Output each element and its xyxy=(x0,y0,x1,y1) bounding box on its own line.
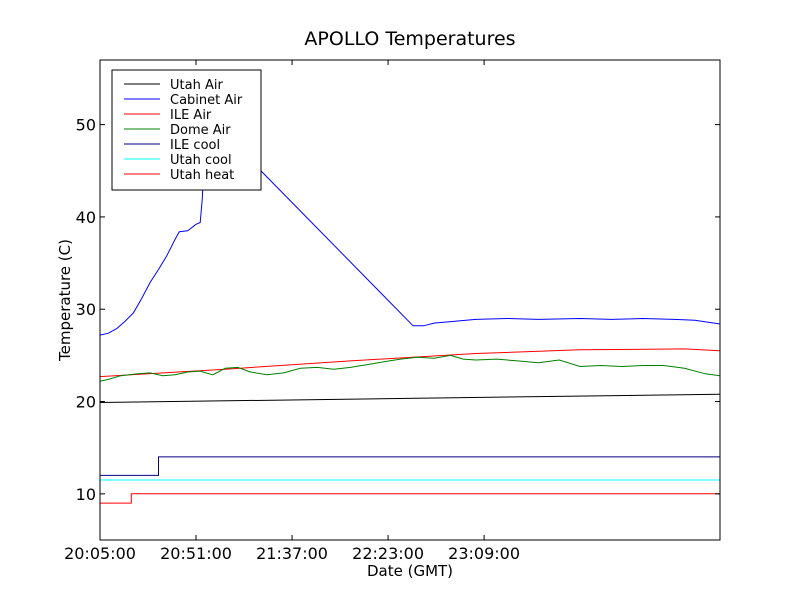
series-line-ile-cool xyxy=(100,456,720,476)
legend-label-utah-air: Utah Air xyxy=(170,78,223,93)
legend-label-ile-cool: ILE cool xyxy=(170,138,220,153)
chart-title: APOLLO Temperatures xyxy=(304,28,515,50)
legend-label-utah-heat: Utah heat xyxy=(170,168,234,183)
legend-box xyxy=(111,69,262,191)
series-line-utah-air xyxy=(100,393,720,403)
y-tick-label: 20 xyxy=(76,393,96,412)
y-axis-label: Temperature (C) xyxy=(56,239,74,362)
x-tick-label: 23:09:00 xyxy=(448,544,520,563)
legend-label-utah-cool: Utah cool xyxy=(170,153,232,168)
x-tick-label: 21:37:00 xyxy=(256,544,328,563)
legend-label-cabinet-air: Cabinet Air xyxy=(170,93,243,108)
y-tick-label: 40 xyxy=(76,208,96,227)
legend-label-dome-air: Dome Air xyxy=(170,123,231,138)
series-line-dome-air xyxy=(100,354,720,382)
legend-label-ile-air: ILE Air xyxy=(170,108,212,123)
series-line-ile-air xyxy=(100,348,720,378)
x-tick-label: 20:05:00 xyxy=(64,544,136,563)
plot-frame xyxy=(99,59,721,541)
y-axis: 10 20 30 40 50 xyxy=(76,116,720,504)
series-line-utah-heat xyxy=(100,493,720,504)
x-axis: 20:05:00 20:51:00 21:37:00 22:23:00 23:09:00 xyxy=(64,60,520,563)
x-axis-label: Date (GMT) xyxy=(367,562,453,580)
x-tick-label: 22:23:00 xyxy=(352,544,424,563)
x-tick-label: 20:51:00 xyxy=(160,544,232,563)
y-tick-label: 30 xyxy=(76,300,96,319)
y-tick-label: 50 xyxy=(76,116,96,135)
y-tick-label: 10 xyxy=(76,485,96,504)
